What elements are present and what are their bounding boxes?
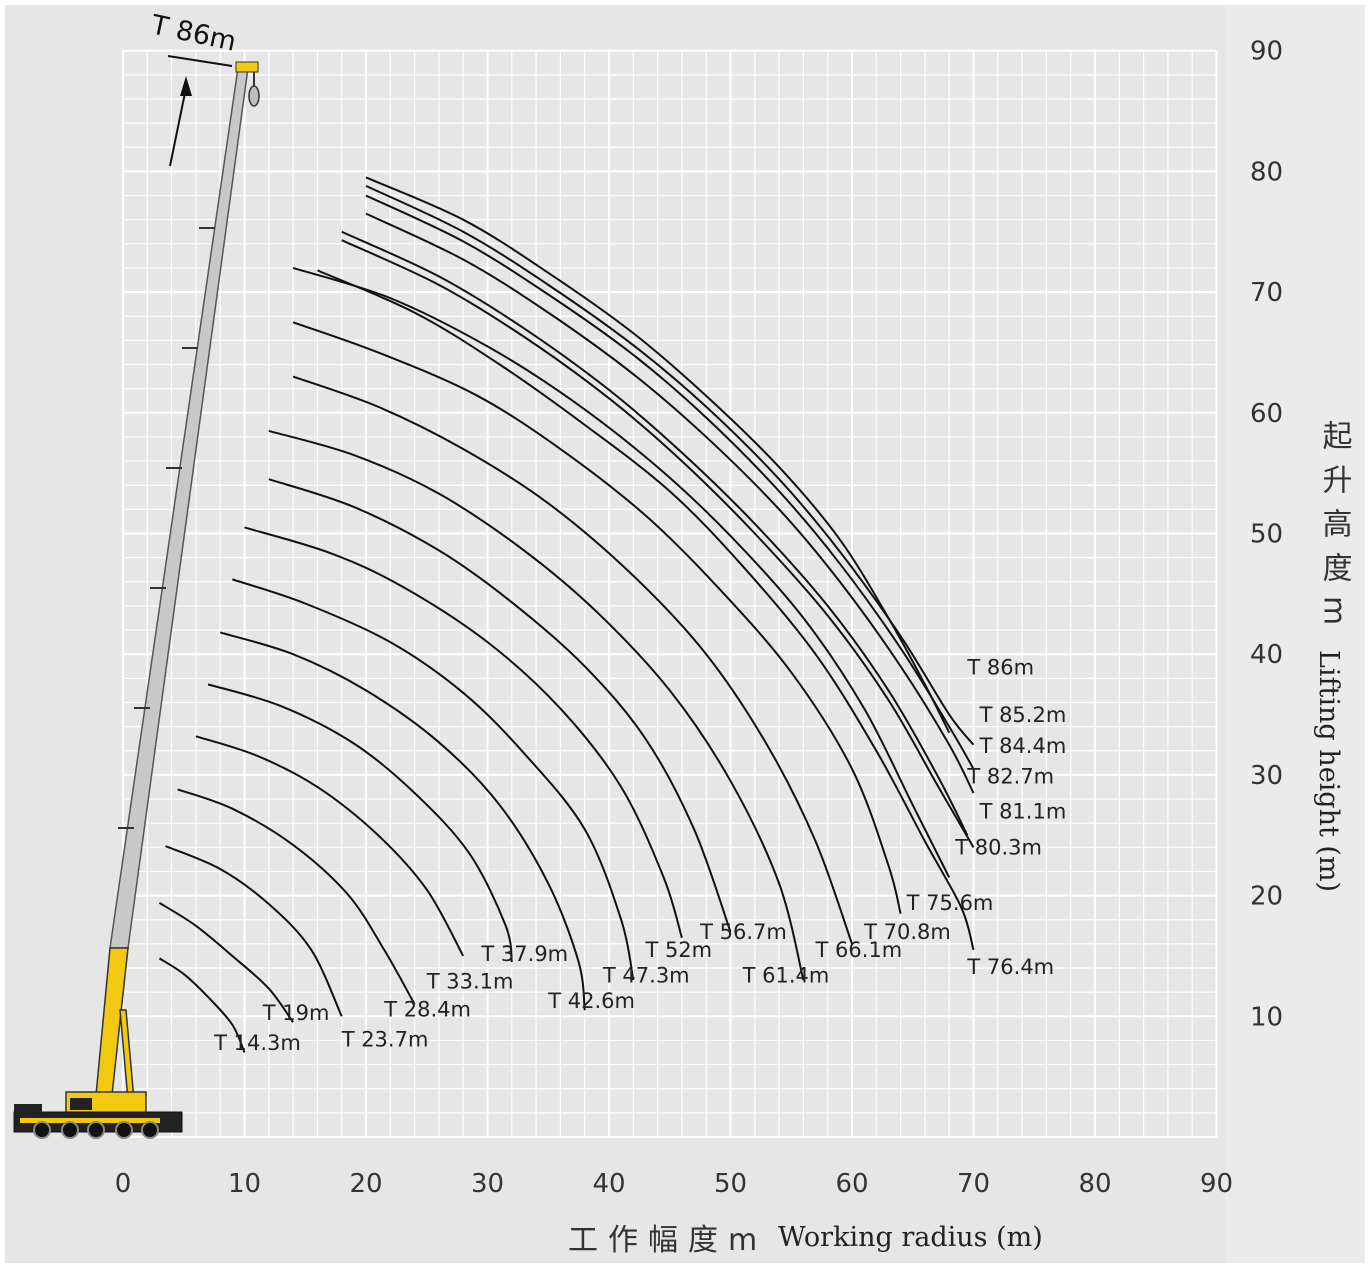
operator-cab	[70, 1098, 92, 1110]
load-curve	[365, 212, 975, 794]
curve-label: T 52m	[644, 938, 712, 962]
y-tick-label: 70	[1250, 278, 1283, 308]
load-curve	[268, 429, 805, 981]
curve-label: T 80.3m	[954, 836, 1042, 860]
curves-group	[158, 176, 975, 1053]
curve-label: T 23.7m	[341, 1027, 429, 1051]
curve-label: T 47.3m	[602, 964, 690, 988]
curve-label: T 37.9m	[480, 942, 568, 966]
curve-label: T 82.7m	[966, 764, 1054, 788]
x-tick-label: 30	[471, 1169, 504, 1199]
y-tick-label: 40	[1250, 640, 1283, 670]
wheel	[115, 1121, 133, 1139]
x-tick-labels: 0 10 20 30 40 50 60 70 80 90	[115, 1169, 1233, 1199]
boom-label-leader	[167, 55, 233, 67]
carrier-cab	[14, 1104, 42, 1116]
curve-label: T 85.2m	[979, 703, 1067, 727]
load-curve	[268, 478, 732, 933]
load-curve	[232, 578, 635, 981]
load-curve	[365, 184, 975, 746]
y-axis-title-en: Lifting height (m)	[1313, 650, 1344, 892]
curve-label: T 33.1m	[426, 970, 514, 994]
y-tick-label: 80	[1250, 157, 1283, 187]
chart-background	[5, 5, 1365, 1263]
curve-label: T 42.6m	[547, 989, 635, 1013]
curve-label: T 76.4m	[966, 955, 1054, 979]
y-tick-label: 60	[1250, 399, 1283, 429]
load-curve	[219, 631, 586, 1011]
y-axis-title-cn: 起升高度m	[1317, 420, 1353, 639]
x-tick-label: 90	[1200, 1169, 1233, 1199]
curve-label: T 75.6m	[906, 891, 994, 915]
x-tick-label: 70	[957, 1169, 990, 1199]
x-axis-title-en: Working radius (m)	[778, 1222, 1043, 1253]
load-curve	[158, 957, 246, 1053]
load-curve	[165, 845, 343, 1017]
y-tick-label: 50	[1250, 520, 1283, 550]
curve-label: T 86m	[966, 656, 1034, 680]
load-curve	[365, 176, 951, 734]
load-curve	[341, 230, 969, 836]
load-curve	[207, 683, 513, 963]
x-tick-label: 10	[228, 1169, 261, 1199]
load-curve	[365, 194, 975, 770]
curve-labels-group: T 14.3m T 19m T 23.7m T 28.4m T 33.1m T 37.9m…	[213, 656, 1066, 1055]
boom-head	[235, 61, 259, 73]
carrier-stripe	[20, 1118, 160, 1123]
load-curve	[292, 321, 902, 914]
y-tick-label: 30	[1250, 761, 1283, 791]
load-curve	[341, 239, 975, 848]
wheel	[33, 1121, 51, 1139]
crane-illustration	[13, 61, 260, 1139]
grid	[0, 49, 1218, 1138]
wheel	[61, 1121, 79, 1139]
load-curve	[177, 788, 416, 1005]
curve-label: T 66.1m	[815, 938, 903, 962]
right-margin-panel	[1225, 5, 1365, 1263]
curve-label: T 56.7m	[699, 920, 787, 944]
hook-block	[248, 85, 260, 107]
curve-label: T 84.4m	[979, 734, 1067, 758]
wheel	[141, 1121, 159, 1139]
boom-direction-arrowhead	[180, 76, 192, 96]
x-tick-label: 40	[592, 1169, 625, 1199]
load-curve	[292, 267, 951, 878]
y-tick-label: 90	[1250, 37, 1283, 67]
load-curve	[195, 735, 465, 957]
curve-label: T 28.4m	[383, 997, 471, 1021]
y-tick-label: 10	[1250, 1002, 1283, 1032]
load-curve	[317, 269, 975, 951]
x-tick-label: 0	[115, 1169, 132, 1199]
curve-label: T 19m	[262, 1001, 330, 1025]
load-curve	[292, 375, 853, 945]
curve-label: T 81.1m	[979, 799, 1067, 823]
curve-label: T 14.3m	[213, 1031, 301, 1055]
boom-direction-arrow	[169, 87, 187, 167]
x-axis-title-cn: 工作幅度m	[568, 1223, 767, 1258]
load-curve	[158, 901, 294, 1023]
x-tick-label: 60	[835, 1169, 868, 1199]
wheel	[87, 1121, 105, 1139]
x-tick-label: 80	[1078, 1169, 1111, 1199]
curve-label: T 70.8m	[863, 920, 951, 944]
curve-label: T 61.4m	[742, 964, 830, 988]
load-curve	[244, 526, 683, 939]
y-tick-labels: 10 20 30 40 50 60 70 80 90	[1250, 37, 1283, 1033]
x-tick-label: 50	[714, 1169, 747, 1199]
x-tick-label: 20	[349, 1169, 382, 1199]
y-tick-label: 20	[1250, 882, 1283, 912]
